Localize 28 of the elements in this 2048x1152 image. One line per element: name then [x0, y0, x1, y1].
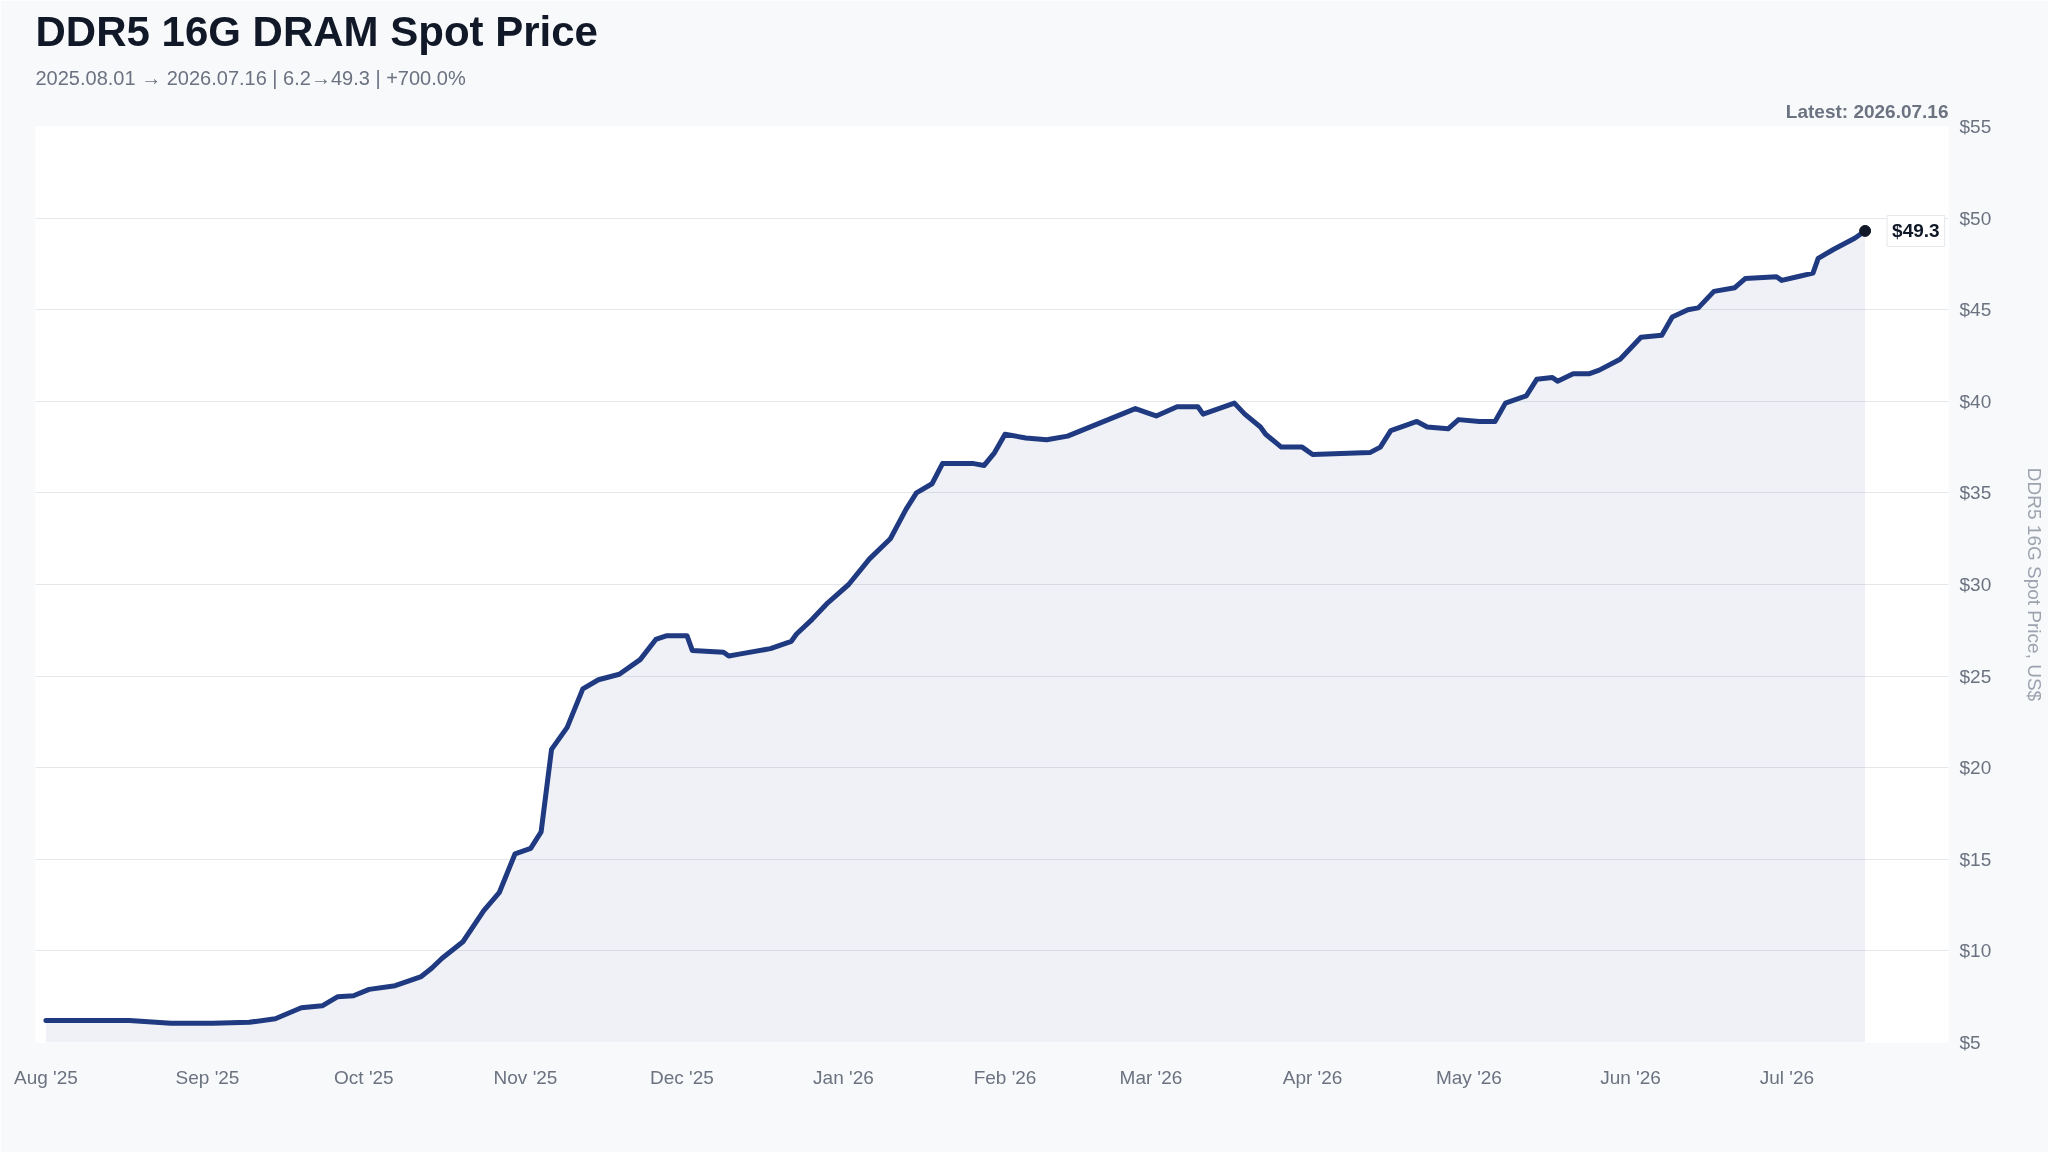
y-tick-label: $20 — [1959, 757, 1992, 779]
y-tick-label: $10 — [1959, 940, 1992, 962]
y-tick-label: $5 — [1959, 1032, 1981, 1053]
y-tick-label: $15 — [1959, 848, 1992, 870]
x-tick-label: Dec '25 — [649, 1066, 714, 1088]
text: Latest: 2026.07.16 — [1785, 100, 1949, 122]
y-tick-label: $50 — [1959, 207, 1992, 229]
x-tick-label: Jul '26 — [1759, 1066, 1815, 1088]
y-tick-label: $40 — [1959, 390, 1992, 412]
x-tick-label: May '26 — [1435, 1066, 1502, 1088]
x-tick-label: Nov '25 — [493, 1066, 558, 1088]
x-tick-label: Mar '26 — [1119, 1066, 1183, 1088]
chart-subtitle: 2025.08.01 → 2026.07.16 | 6.2→49.3 | +700.0% — [35, 66, 466, 89]
chart-title: DDR5 16G DRAM Spot Price — [35, 7, 598, 55]
y-tick-label: $25 — [1959, 665, 1992, 687]
x-tick-label: Sep '25 — [175, 1066, 240, 1088]
x-tick-label: Oct '25 — [334, 1066, 394, 1088]
y-tick-label: $35 — [1959, 482, 1992, 504]
y-tick-label: $45 — [1959, 299, 1992, 321]
y-tick-label: $30 — [1959, 574, 1992, 595]
x-tick-label: Aug '25 — [14, 1066, 78, 1088]
y-tick-label: $55 — [1959, 116, 1992, 137]
annotation: $49.3 — [1892, 220, 1940, 242]
x-tick-label: Jan '26 — [813, 1066, 874, 1088]
x-tick-label: Apr '26 — [1282, 1066, 1343, 1088]
y-axis-title: DDR5 16G Spot Price, US$ — [2024, 467, 2046, 702]
x-tick-label: Jun '26 — [1600, 1066, 1661, 1088]
x-tick-label: Feb '26 — [973, 1066, 1037, 1088]
